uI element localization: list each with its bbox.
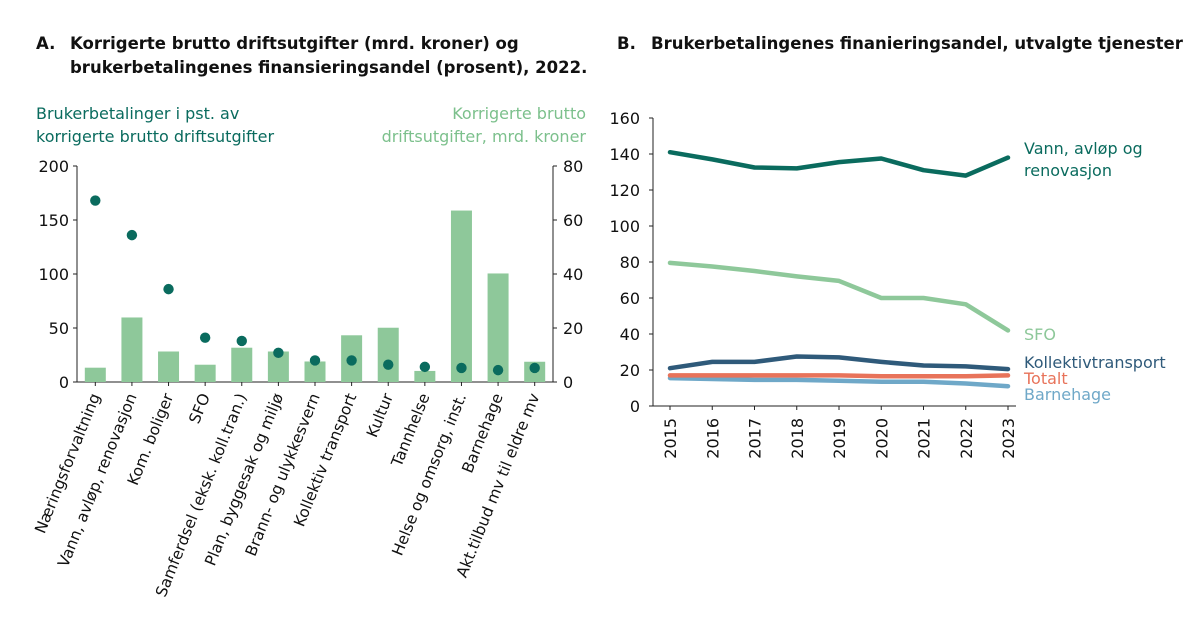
b-y-tick-label: 40 xyxy=(620,325,640,344)
panel-b-chart: 0 20 40 60 80 100 120 140 160 2015 2016 2017 2018 201… xyxy=(609,109,1165,459)
b-y-tick-label: 80 xyxy=(620,253,640,272)
series-label-kollektiv: Kollektivtransport xyxy=(1024,353,1166,372)
right-tick-label: 0 xyxy=(563,373,573,392)
dot-10 xyxy=(456,362,467,374)
bar-8 xyxy=(377,327,399,382)
b-x-tick-label: 2017 xyxy=(746,418,765,459)
b-y-tick-label: 100 xyxy=(609,217,640,236)
category-label: Kultur xyxy=(363,390,397,440)
dot-6 xyxy=(309,355,321,366)
series-line-barnehage xyxy=(667,375,1011,389)
series-label-barnehage: Barnehage xyxy=(1024,385,1111,404)
series-label-vann-line2: renovasjon xyxy=(1024,161,1112,180)
dot-7 xyxy=(346,355,357,366)
b-x-tick-label: 2020 xyxy=(872,418,891,459)
panel-a-prefix: A. xyxy=(36,34,55,53)
right-tick-label: 60 xyxy=(563,211,583,230)
series-label-totalt: Totalt xyxy=(1023,369,1068,388)
category-label: SFO xyxy=(186,391,214,426)
bar-11 xyxy=(487,273,509,382)
left-axis-label-line2: korrigerte brutto driftsutgifter xyxy=(36,127,275,146)
panel-a-title-line1: Korrigerte brutto driftsutgifter (mrd. k… xyxy=(70,34,519,53)
bar-6 xyxy=(304,361,326,382)
right-tick-label: 20 xyxy=(563,319,583,338)
b-x-tick-label: 2015 xyxy=(661,418,680,459)
right-axis-label-line2: driftsutgifter, mrd. kroner xyxy=(382,127,587,146)
b-y-tick-label: 20 xyxy=(620,361,640,380)
left-axis-label-line1: Brukerbetalinger i pst. av xyxy=(36,104,239,123)
bar-5 xyxy=(267,351,289,382)
series-label-vann: Vann, avløp og xyxy=(1024,139,1143,158)
bar-0 xyxy=(84,367,106,382)
left-tick-label: 200 xyxy=(38,157,69,176)
dot-12 xyxy=(529,362,540,374)
bar-1 xyxy=(121,317,143,382)
series-line-totalt xyxy=(667,373,1011,379)
bar-10 xyxy=(450,210,472,382)
b-x-tick-label: 2022 xyxy=(957,418,976,459)
right-tick-label: 80 xyxy=(563,157,583,176)
bar-9 xyxy=(414,370,436,382)
dot-11 xyxy=(492,364,504,376)
b-x-tick-label: 2018 xyxy=(788,418,807,459)
bar-3 xyxy=(194,364,216,382)
panel-b-prefix: B. xyxy=(617,34,636,53)
b-y-tick-label: 160 xyxy=(609,109,640,128)
series-line-sfo xyxy=(667,260,1011,333)
b-x-tick-label: 2021 xyxy=(915,418,934,459)
b-y-tick-label: 60 xyxy=(620,289,640,308)
b-x-tick-label: 2019 xyxy=(830,418,849,459)
dot-3 xyxy=(199,332,211,343)
category-label: Helse og omsorg, inst. xyxy=(389,391,471,559)
left-tick-label: 0 xyxy=(59,373,69,392)
panel-b-title: Brukerbetalingenes finanieringsandel, ut… xyxy=(651,34,1184,53)
b-y-tick-label: 0 xyxy=(630,397,640,416)
series-line-kollektiv xyxy=(667,354,1011,372)
bar-4 xyxy=(231,347,253,382)
dot-4 xyxy=(236,335,247,347)
dot-9 xyxy=(419,361,431,373)
category-label: Akt.tilbud mv til eldre mv xyxy=(453,391,543,580)
panel-a-chart: 050100150200020406080NæringsforvaltningV… xyxy=(31,157,583,600)
right-axis-label-line1: Korrigerte brutto xyxy=(452,104,586,123)
left-tick-label: 150 xyxy=(38,211,69,230)
b-x-tick-label: 2016 xyxy=(703,418,722,459)
left-tick-label: 50 xyxy=(49,319,69,338)
bar-2 xyxy=(158,351,180,382)
dot-8 xyxy=(383,359,394,370)
dot-1 xyxy=(126,229,138,241)
series-line-vann xyxy=(667,149,1011,178)
b-y-tick-label: 120 xyxy=(609,181,640,200)
b-y-tick-label: 140 xyxy=(609,145,640,164)
b-x-tick-label: 2023 xyxy=(999,418,1018,459)
series-label-sfo: SFO xyxy=(1024,325,1056,344)
right-tick-label: 40 xyxy=(563,265,583,284)
panel-a-title-line2: brukerbetalingenes finansieringsandel (p… xyxy=(70,58,587,77)
left-tick-label: 100 xyxy=(38,265,69,284)
dot-5 xyxy=(273,347,284,359)
dot-0 xyxy=(90,195,101,206)
dot-2 xyxy=(163,283,174,295)
